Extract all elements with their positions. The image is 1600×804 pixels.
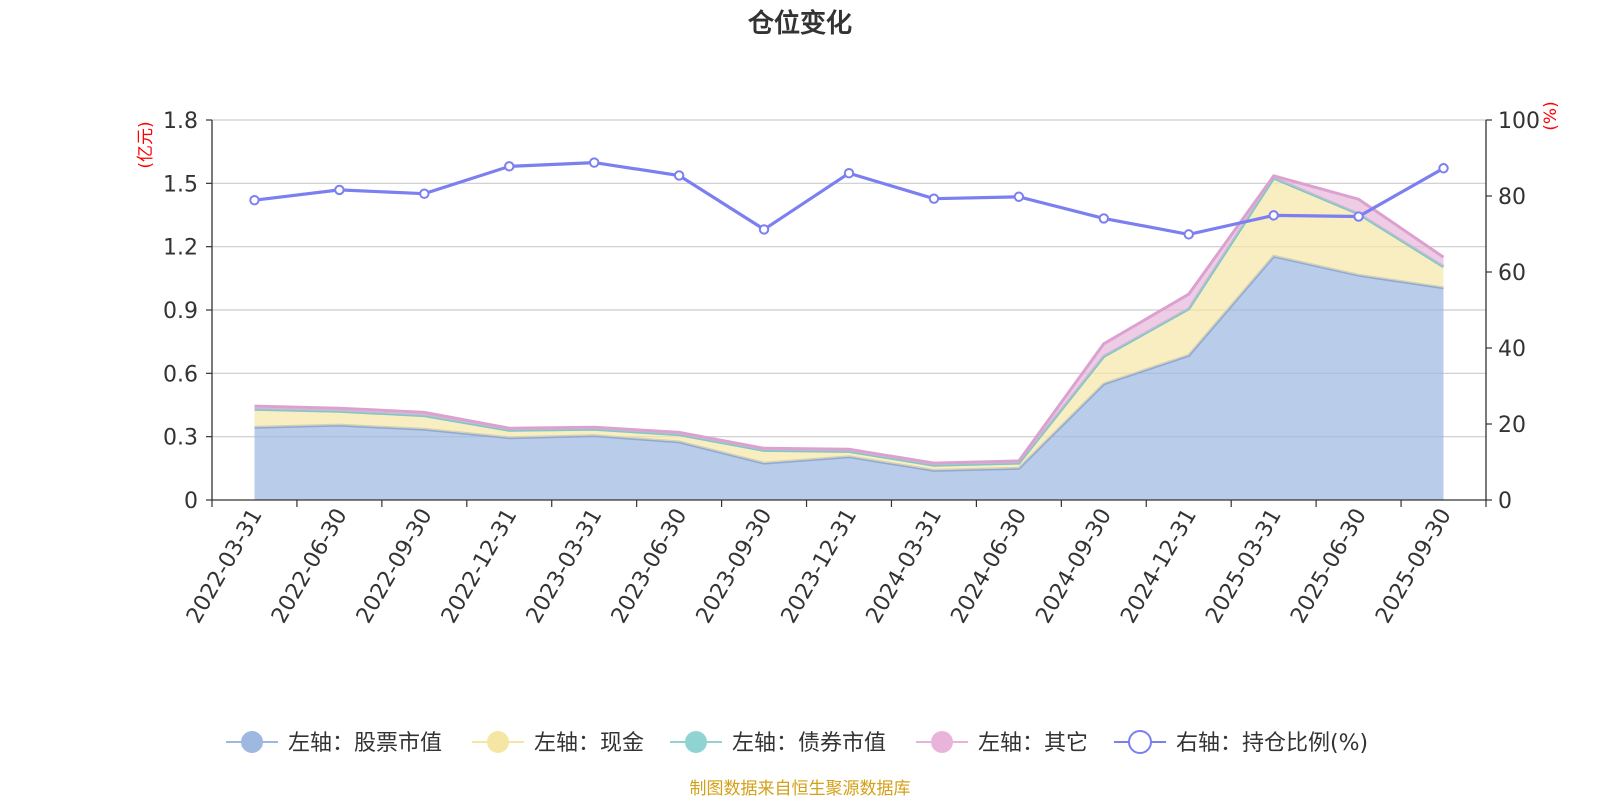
x-tick-label: 2022-12-31: [437, 505, 523, 628]
x-tick-label: 2025-06-30: [1286, 505, 1372, 628]
ratio-point: [1013, 191, 1025, 202]
ratio-point: [504, 161, 515, 172]
ratio-point: [673, 170, 685, 181]
ratio-point: [928, 193, 940, 204]
ratio-point: [589, 157, 600, 168]
ratio-point: [1183, 229, 1194, 240]
ratio-point: [843, 168, 855, 179]
x-tick-label: 2024-06-30: [946, 505, 1032, 628]
x-tick-label: 2022-09-30: [352, 505, 438, 628]
legend-item: 左轴：其它: [916, 731, 1088, 756]
right-axis-unit: (%): [1541, 101, 1561, 130]
left-tick-label: 0: [184, 489, 198, 514]
left-tick-label: 1.5: [163, 172, 198, 197]
x-tick-label: 2023-03-31: [522, 505, 608, 628]
area-band: [254, 178, 1444, 471]
x-tick-label: 2024-03-31: [862, 505, 948, 628]
legend-label: 右轴：持仓比例(%): [1176, 731, 1368, 756]
x-tick-label: 2025-09-30: [1371, 505, 1457, 628]
x-tick-label: 2022-06-30: [267, 505, 353, 628]
legend-marker: [241, 731, 263, 753]
x-tick-label: 2023-12-31: [777, 505, 863, 628]
legend-label: 左轴：其它: [978, 731, 1088, 756]
ratio-point: [1098, 213, 1110, 224]
right-tick-label: 80: [1498, 185, 1526, 210]
ratio-point: [249, 194, 260, 206]
legend-label: 左轴：股票市值: [288, 731, 442, 756]
legend-marker: [685, 731, 707, 753]
legend-item: 左轴：股票市值: [226, 731, 442, 756]
ratio-point: [1438, 163, 1449, 174]
area-top-edge: [254, 174, 1445, 465]
right-tick-label: 40: [1498, 337, 1526, 362]
right-tick-label: 0: [1498, 489, 1512, 514]
chart-title: 仓位变化: [747, 8, 852, 39]
x-tick-label: 2023-06-30: [607, 505, 693, 628]
right-tick-label: 20: [1498, 413, 1526, 438]
right-tick-label: 60: [1498, 261, 1526, 286]
legend-marker: [487, 731, 509, 753]
stacked-areas: [254, 174, 1445, 500]
x-tick-label: 2023-09-30: [692, 505, 778, 628]
legend-item: 右轴：持仓比例(%): [1114, 730, 1368, 756]
legend-item: 左轴：现金: [472, 731, 644, 756]
legend-label: 左轴：现金: [534, 731, 644, 756]
right-tick-label: 100: [1498, 109, 1540, 134]
left-tick-label: 1.2: [163, 236, 198, 261]
left-tick-label: 0.3: [163, 426, 198, 451]
legend-item: 左轴：债券市值: [670, 731, 886, 756]
source-note: 制图数据来自恒生聚源数据库: [690, 779, 911, 799]
ratio-point: [1268, 210, 1279, 221]
x-tick-label: 2024-12-31: [1116, 505, 1202, 628]
x-tick-label: 2025-03-31: [1201, 505, 1287, 628]
left-axis-unit: (亿元): [136, 121, 156, 168]
legend-marker: [931, 731, 953, 753]
x-tick-label: 2022-03-31: [182, 505, 268, 628]
ratio-point: [334, 184, 345, 196]
area-band: [254, 256, 1444, 500]
legend-marker: [1128, 730, 1152, 754]
ratio-point: [1353, 211, 1364, 222]
ratio-point: [758, 224, 770, 235]
legend-label: 左轴：债券市值: [732, 731, 886, 756]
legend: 左轴：股票市值 左轴：现金 左轴：债券市值 左轴：其它 右轴：持仓比例(%): [226, 730, 1368, 756]
left-tick-label: 0.6: [163, 362, 198, 387]
x-tick-label: 2024-09-30: [1031, 505, 1117, 628]
left-tick-label: 1.8: [163, 109, 198, 134]
ratio-point: [419, 188, 430, 199]
ratio-line: [249, 157, 1449, 240]
left-tick-label: 0.9: [163, 299, 198, 324]
